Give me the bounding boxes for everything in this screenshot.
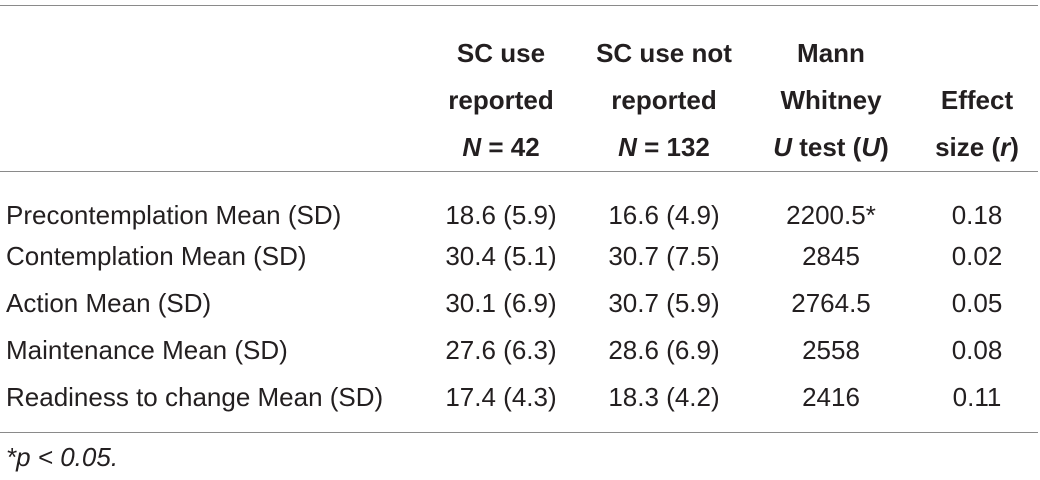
table-footnote: *p < 0.05. — [6, 442, 119, 472]
table-row: Contemplation Mean (SD) 30.4 (5.1) 30.7 … — [0, 233, 1038, 280]
u-test-cell: 2845 — [802, 241, 860, 271]
header-sc-use-reported: SC use reported N = 42 — [448, 38, 554, 162]
effect-size-cell: 0.05 — [951, 288, 1003, 318]
sc-not-reported-cell: 30.7 (5.9) — [608, 288, 720, 318]
effect-size-cell: 0.08 — [951, 335, 1003, 365]
table-bottom-rule — [0, 432, 1038, 433]
effect-size-cell: 0.11 — [952, 382, 1002, 412]
header-sc-use-not-reported: SC use not reported N = 132 — [596, 38, 732, 162]
header-label-column — [0, 6, 420, 186]
table-row: Precontemplation Mean (SD) 18.6 (5.9) 16… — [0, 186, 1038, 233]
row-label: Contemplation Mean (SD) — [6, 241, 307, 271]
table-row: Action Mean (SD) 30.1 (6.9) 30.7 (5.9) 2… — [0, 280, 1038, 327]
row-label: Action Mean (SD) — [6, 288, 212, 318]
sc-reported-cell: 30.4 (5.1) — [445, 241, 557, 271]
u-test-cell: 2764.5 — [791, 288, 871, 318]
u-test-cell: 2416 — [802, 382, 860, 412]
table-row: Readiness to change Mean (SD) 17.4 (4.3)… — [0, 374, 1038, 421]
sc-not-reported-cell: 18.3 (4.2) — [608, 382, 720, 412]
sc-not-reported-cell: 28.6 (6.9) — [608, 335, 720, 365]
sc-reported-cell: 27.6 (6.3) — [445, 335, 557, 365]
header-row: SC use reported N = 42 SC use not report… — [0, 6, 1038, 186]
effect-size-cell: 0.02 — [951, 241, 1003, 271]
results-table: SC use reported N = 42 SC use not report… — [0, 6, 1038, 421]
sc-reported-cell: 18.6 (5.9) — [445, 200, 557, 230]
row-label: Precontemplation Mean (SD) — [6, 200, 342, 230]
row-label: Readiness to change Mean (SD) — [6, 382, 384, 412]
sc-not-reported-cell: 16.6 (4.9) — [608, 200, 720, 230]
table-header-rule — [0, 171, 1038, 172]
sc-not-reported-cell: 30.7 (7.5) — [608, 241, 720, 271]
effect-size-cell: 0.18 — [951, 200, 1003, 230]
header-effect-size: Effect size (r) — [935, 85, 1019, 162]
u-test-cell: 2200.5* — [786, 200, 876, 230]
row-label: Maintenance Mean (SD) — [6, 335, 288, 365]
sc-reported-cell: 17.4 (4.3) — [445, 382, 557, 412]
sc-reported-cell: 30.1 (6.9) — [445, 288, 557, 318]
u-test-cell: 2558 — [802, 335, 860, 365]
header-mann-whitney: Mann Whitney U test (U) — [773, 38, 889, 162]
table-top-rule — [0, 5, 1038, 6]
table-row: Maintenance Mean (SD) 27.6 (6.3) 28.6 (6… — [0, 327, 1038, 374]
